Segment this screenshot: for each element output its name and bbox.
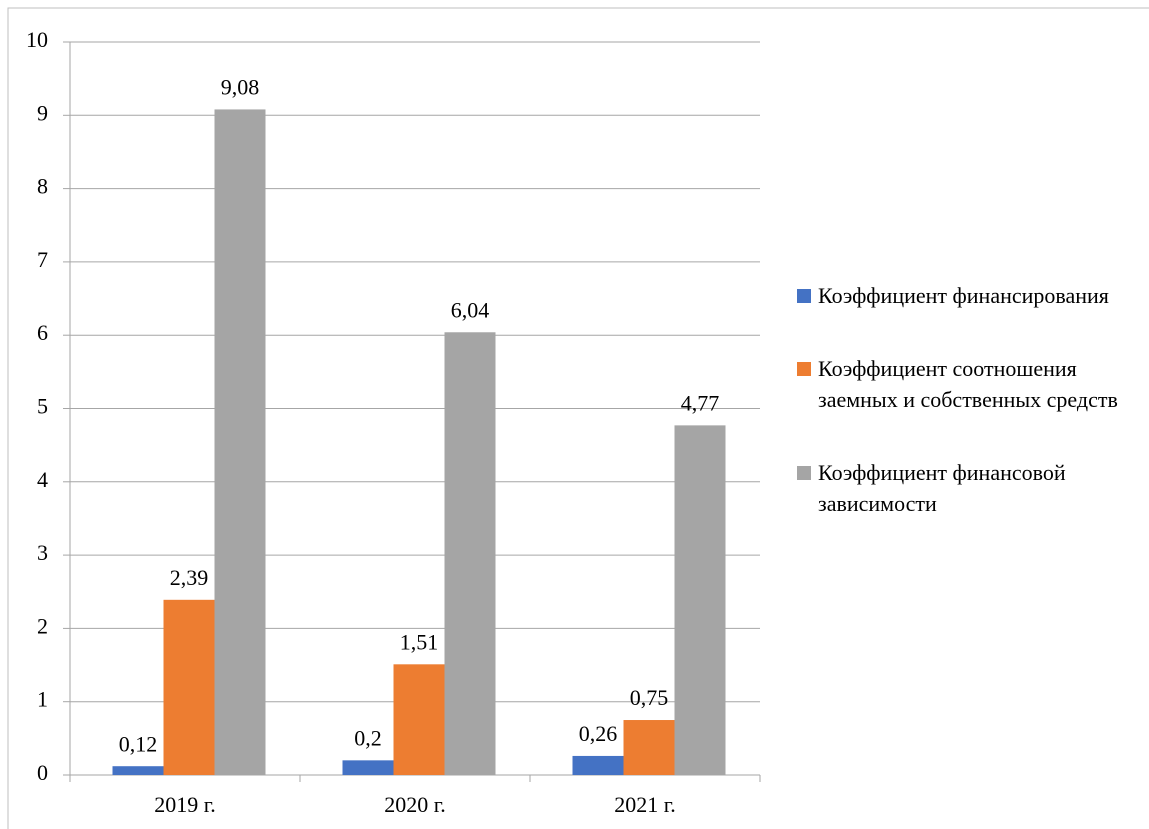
x-tick-label: 2019 г.: [154, 792, 216, 817]
y-tick-label: 8: [37, 174, 48, 199]
legend-swatch: [797, 289, 811, 303]
chart-border: [7, 7, 1149, 829]
y-tick-label: 10: [26, 27, 48, 52]
legend-label: Коэффициент соотношения заемных и собств…: [818, 356, 1118, 412]
data-label: 0,26: [579, 721, 618, 746]
bar: [112, 766, 164, 775]
y-tick-label: 1: [37, 687, 48, 712]
bar: [342, 760, 394, 775]
data-label: 0,12: [119, 731, 158, 756]
bar: [444, 332, 496, 775]
x-tick-label: 2021 г.: [614, 792, 676, 817]
data-label: 1,51: [400, 629, 439, 654]
data-label: 0,75: [630, 685, 669, 710]
y-tick-label: 0: [37, 760, 48, 785]
legend: Коэффициент финансирования Коэффициент со…: [797, 280, 1142, 561]
data-label: 4,77: [681, 390, 720, 415]
legend-item: Коэффициент финансовой зависимости: [797, 457, 1142, 519]
bar: [572, 755, 624, 775]
bar: [163, 599, 215, 775]
x-tick-label: 2020 г.: [384, 792, 446, 817]
data-label: 6,04: [451, 297, 490, 322]
y-tick-label: 3: [37, 540, 48, 565]
y-tick-label: 9: [37, 100, 48, 125]
bar: [214, 109, 266, 776]
data-label: 0,2: [354, 725, 382, 750]
y-tick-label: 7: [37, 247, 48, 272]
legend-item: Коэффициент соотношения заемных и собств…: [797, 353, 1142, 415]
y-tick-label: 6: [37, 320, 48, 345]
legend-label: Коэффициент финансирования: [818, 283, 1109, 308]
bar: [623, 720, 675, 775]
y-tick-label: 2: [37, 613, 48, 638]
bar: [393, 664, 445, 775]
legend-swatch: [797, 362, 811, 376]
bar: [674, 425, 726, 775]
data-label: 9,08: [221, 74, 260, 99]
legend-label: Коэффициент финансовой зависимости: [818, 460, 1066, 516]
y-tick-label: 5: [37, 394, 48, 419]
data-label: 2,39: [170, 565, 209, 590]
legend-swatch: [797, 466, 811, 480]
y-tick-label: 4: [37, 467, 48, 492]
legend-item: Коэффициент финансирования: [797, 280, 1142, 311]
